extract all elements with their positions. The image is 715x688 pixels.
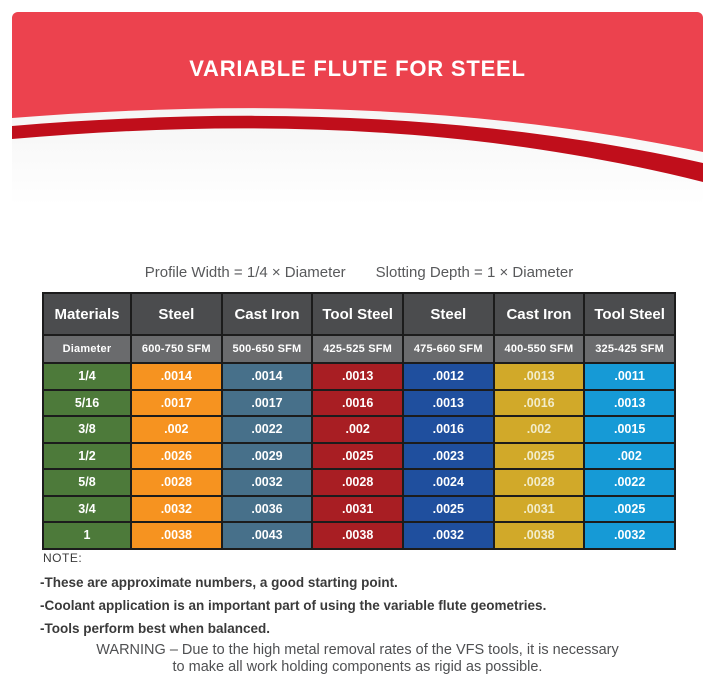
warning-line-1: WARNING – Due to the high metal removal … xyxy=(96,642,619,658)
chipload-cell: .0031 xyxy=(311,494,404,523)
profile-width-label: Profile Width = 1/4 × Diameter xyxy=(144,264,346,281)
header-sfm-3: 425-525 SFM xyxy=(311,334,404,364)
chipload-cell: .0036 xyxy=(220,494,314,523)
chipload-cell: .0025 xyxy=(492,441,586,470)
table-row: 5/8.0028.0032.0028.0024.0028.0022 xyxy=(42,468,676,497)
header-sfm-6: 325-425 SFM xyxy=(583,334,676,364)
note-list: -These are approximate numbers, a good s… xyxy=(40,571,680,640)
chipload-cell: .0032 xyxy=(220,468,314,497)
slotting-depth-label: Slotting Depth = 1 × Diameter xyxy=(375,264,574,281)
chipload-cell: .0038 xyxy=(492,521,586,550)
chipload-cell: .0012 xyxy=(401,362,495,391)
chipload-cell: .0028 xyxy=(130,468,223,497)
chipload-cell: .0029 xyxy=(220,441,314,470)
chipload-cell: .0022 xyxy=(583,468,676,497)
header-material-2: Cast Iron xyxy=(220,292,314,336)
header-materials: Materials xyxy=(42,292,132,336)
diameter-cell: 1/2 xyxy=(42,441,132,470)
chipload-cell: .0024 xyxy=(401,468,495,497)
table-row: 3/8.002.0022.002.0016.002.0015 xyxy=(42,415,676,444)
chipload-cell: .0031 xyxy=(492,494,586,523)
banner-red-shape xyxy=(12,12,703,152)
chipload-cell: .0028 xyxy=(311,468,404,497)
banner-dark-stripe xyxy=(12,115,703,182)
table-row: 1/2.0026.0029.0025.0023.0025.002 xyxy=(42,441,676,470)
note-item: -Tools perform best when balanced. xyxy=(40,621,271,636)
header-sfm-5: 400-550 SFM xyxy=(492,334,586,364)
header-material-3: Tool Steel xyxy=(311,292,404,336)
table-row: 1.0038.0043.0038.0032.0038.0032 xyxy=(42,521,676,550)
chipload-cell: .0013 xyxy=(583,388,676,417)
title-banner: VARIABLE FLUTE FOR STEEL xyxy=(12,12,703,205)
chipload-cell: .0022 xyxy=(220,415,314,444)
table-row: 5/16.0017.0017.0016.0013.0016.0013 xyxy=(42,388,676,417)
chipload-cell: .002 xyxy=(492,415,586,444)
chipload-cell: .0014 xyxy=(220,362,314,391)
chipload-cell: .0032 xyxy=(130,494,223,523)
chipload-cell: .0013 xyxy=(401,388,495,417)
chipload-cell: .0013 xyxy=(311,362,404,391)
speed-feed-table: Materials Steel Cast Iron Tool Steel Steel Ca… xyxy=(42,292,676,550)
note-label: NOTE: xyxy=(43,551,83,565)
chipload-cell: .0025 xyxy=(311,441,404,470)
banner-swoosh-graphic xyxy=(12,12,703,205)
chipload-cell: .0017 xyxy=(130,388,223,417)
chipload-cell: .0028 xyxy=(492,468,586,497)
header-sfm-1: 600-750 SFM xyxy=(130,334,223,364)
chipload-cell: .0026 xyxy=(130,441,223,470)
header-material-4: Steel xyxy=(401,292,495,336)
diameter-cell: 3/4 xyxy=(42,494,132,523)
chipload-cell: .0038 xyxy=(311,521,404,550)
table-row: 1/4.0014.0014.0013.0012.0013.0011 xyxy=(42,362,676,391)
chipload-cell: .0043 xyxy=(220,521,314,550)
chipload-cell: .0016 xyxy=(492,388,586,417)
header-material-5: Cast Iron xyxy=(492,292,586,336)
chipload-cell: .002 xyxy=(130,415,223,444)
chipload-cell: .002 xyxy=(583,441,676,470)
chipload-cell: .0011 xyxy=(583,362,676,391)
note-item: -These are approximate numbers, a good s… xyxy=(40,575,398,590)
chipload-cell: .002 xyxy=(311,415,404,444)
header-sfm-2: 500-650 SFM xyxy=(220,334,314,364)
chipload-cell: .0013 xyxy=(492,362,586,391)
warning-line-2: to make all work holding components as r… xyxy=(172,658,543,675)
chipload-cell: .0038 xyxy=(130,521,223,550)
diameter-cell: 3/8 xyxy=(42,415,132,444)
chipload-cell: .0032 xyxy=(583,521,676,550)
header-material-1: Steel xyxy=(130,292,223,336)
diameter-cell: 1/4 xyxy=(42,362,132,391)
diameter-cell: 5/16 xyxy=(42,388,132,417)
chipload-cell: .0016 xyxy=(401,415,495,444)
chipload-cell: .0015 xyxy=(583,415,676,444)
chipload-cell: .0023 xyxy=(401,441,495,470)
note-item: -Coolant application is an important par… xyxy=(40,598,547,613)
warning-text: WARNING – Due to the high metal removal … xyxy=(0,642,715,675)
chipload-cell: .0016 xyxy=(311,388,404,417)
header-diameter: Diameter xyxy=(42,334,132,364)
chipload-cell: .0025 xyxy=(401,494,495,523)
header-material-6: Tool Steel xyxy=(583,292,676,336)
header-sfm-4: 475-660 SFM xyxy=(401,334,495,364)
table-row: 3/4.0032.0036.0031.0025.0031.0025 xyxy=(42,494,676,523)
diameter-cell: 1 xyxy=(42,521,132,550)
chipload-cell: .0017 xyxy=(220,388,314,417)
page-title: VARIABLE FLUTE FOR STEEL xyxy=(189,56,526,81)
table-caption: Profile Width = 1/4 × Diameter Slotting … xyxy=(42,264,676,281)
diameter-cell: 5/8 xyxy=(42,468,132,497)
chipload-cell: .0014 xyxy=(130,362,223,391)
chipload-cell: .0025 xyxy=(583,494,676,523)
chipload-cell: .0032 xyxy=(401,521,495,550)
